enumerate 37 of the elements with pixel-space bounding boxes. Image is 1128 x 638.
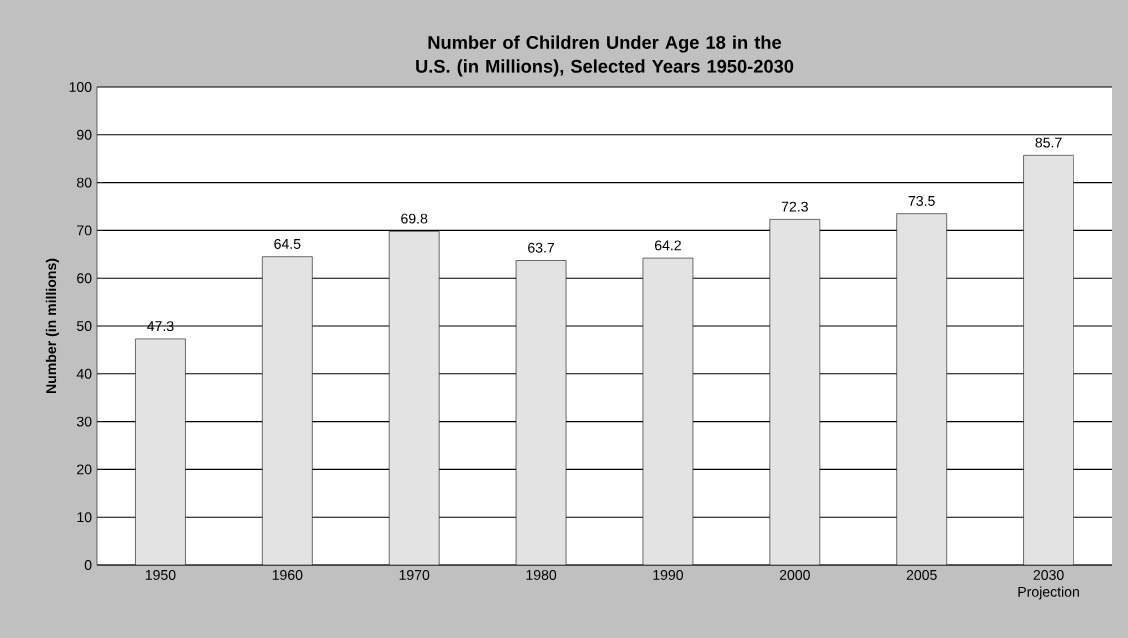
- y-tick-label: 10: [77, 512, 92, 523]
- x-tick-label: 1960: [272, 569, 303, 580]
- x-tick-label: 1950: [145, 569, 176, 580]
- data-label: 64.5: [274, 238, 301, 249]
- y-tick-label: 50: [76, 321, 92, 331]
- y-tick-label: 0: [84, 560, 92, 570]
- data-label: 69.8: [401, 213, 428, 224]
- x-tick-label: 2005: [906, 569, 937, 580]
- bar: [262, 256, 313, 565]
- y-tick-label: 20: [77, 464, 92, 475]
- bar: [642, 258, 693, 565]
- chart-title: Number of Children Under Age 18 in the U.S. (in Millions), Selected Years 1950-2030: [416, 35, 794, 77]
- data-label: 73.5: [908, 195, 935, 206]
- x-tick-label: 2030 Projection: [1018, 569, 1079, 600]
- y-tick-label: 80: [77, 177, 92, 188]
- y-tick-label: 100: [69, 82, 92, 92]
- y-tick-label: 60: [77, 273, 92, 284]
- y-tick-label: 70: [77, 225, 92, 236]
- bar: [389, 231, 440, 565]
- x-tick-label: 1990: [653, 569, 684, 580]
- x-tick-label: 1980: [526, 569, 557, 580]
- bar: [1023, 155, 1074, 565]
- data-label: 64.2: [654, 240, 681, 251]
- y-axis-title: Number (in millions): [45, 258, 59, 393]
- bar: [769, 219, 820, 565]
- bar: [896, 213, 947, 565]
- bar: [135, 338, 186, 565]
- y-tick-label: 30: [76, 416, 92, 427]
- data-label: 85.7: [1035, 137, 1062, 148]
- x-tick-label: 2000: [779, 569, 810, 580]
- data-label: 63.7: [528, 242, 555, 253]
- x-tick-label: 1970: [399, 569, 430, 580]
- y-tick-label: 90: [77, 129, 92, 140]
- data-label: 72.3: [781, 201, 808, 212]
- y-tick-label: 40: [76, 368, 92, 379]
- data-label: 47.3: [147, 321, 174, 332]
- bar: [516, 260, 567, 565]
